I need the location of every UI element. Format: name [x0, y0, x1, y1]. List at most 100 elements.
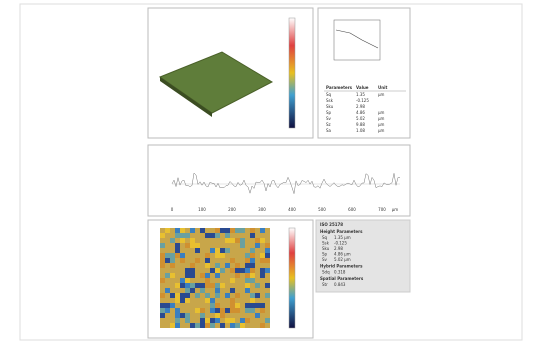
map-cell	[235, 298, 240, 303]
map-cell	[215, 248, 220, 253]
map-cell	[230, 258, 235, 263]
map-cell	[235, 293, 240, 298]
map-cell	[230, 243, 235, 248]
map-cell	[170, 253, 175, 258]
map-cell	[255, 283, 260, 288]
map-cell	[160, 278, 165, 283]
mini-chart	[333, 19, 381, 61]
map-cell	[170, 248, 175, 253]
iso-cell: Sq	[322, 235, 328, 240]
iso-cell: Str	[322, 282, 328, 287]
map-cell	[190, 283, 195, 288]
map-cell	[180, 303, 185, 308]
map-cell	[245, 268, 250, 273]
map-cell	[220, 268, 225, 273]
map-cell	[245, 253, 250, 258]
map-cell	[180, 253, 185, 258]
map-cell	[250, 258, 255, 263]
colorbar	[288, 227, 296, 329]
map-cell	[245, 308, 250, 313]
map-cell	[180, 258, 185, 263]
map-cell	[240, 273, 245, 278]
map-cell	[205, 263, 210, 268]
map-cell	[240, 318, 245, 323]
map-cell	[245, 318, 250, 323]
map-cell	[190, 323, 195, 328]
map-cell	[205, 278, 210, 283]
table-cell: µm	[378, 116, 385, 121]
map-cell	[160, 233, 165, 238]
map-cell	[170, 268, 175, 273]
map-cell	[185, 268, 190, 273]
map-cell	[165, 303, 170, 308]
map-cell	[215, 313, 220, 318]
map-cell	[195, 248, 200, 253]
map-cell	[200, 293, 205, 298]
map-cell	[225, 293, 230, 298]
table-cell: µm	[378, 110, 385, 115]
table-cell: 4.86	[356, 110, 365, 115]
map-cell	[200, 303, 205, 308]
table-cell: Sv	[326, 116, 332, 121]
map-cell	[215, 273, 220, 278]
map-cell	[240, 243, 245, 248]
section-heading: Height Parameters	[320, 229, 363, 234]
map-cell	[175, 288, 180, 293]
table-cell: 1.35	[356, 92, 365, 97]
map-cell	[230, 268, 235, 273]
map-cell	[210, 298, 215, 303]
map-cell	[220, 323, 225, 328]
map-cell	[195, 243, 200, 248]
map-cell	[235, 233, 240, 238]
section-heading: Spatial Parameters	[320, 276, 364, 281]
map-cell	[170, 238, 175, 243]
map-cell	[230, 288, 235, 293]
map-cell	[205, 288, 210, 293]
map-cell	[180, 313, 185, 318]
map-cell	[175, 308, 180, 313]
map-cell	[265, 268, 270, 273]
map-cell	[215, 293, 220, 298]
x-tick-label: 300	[258, 207, 266, 212]
map-cell	[255, 293, 260, 298]
map-cell	[180, 228, 185, 233]
map-cell	[175, 313, 180, 318]
map-cell	[205, 258, 210, 263]
map-cell	[180, 233, 185, 238]
map-cell	[265, 243, 270, 248]
map-cell	[200, 283, 205, 288]
map-cell	[215, 253, 220, 258]
map-cell	[240, 228, 245, 233]
map-cell	[190, 243, 195, 248]
map-cell	[175, 243, 180, 248]
x-tick-label: 100	[198, 207, 206, 212]
map-cell	[215, 283, 220, 288]
map-cell	[205, 283, 210, 288]
iso-cell: 0.318	[334, 270, 346, 275]
table-header: Unit	[378, 85, 387, 90]
map-cell	[260, 228, 265, 233]
iso-cell: 2.98	[334, 246, 343, 251]
map-cell	[205, 233, 210, 238]
table-cell: µm	[378, 122, 385, 127]
map-cell	[260, 258, 265, 263]
map-cell	[195, 323, 200, 328]
map-cell	[225, 233, 230, 238]
map-cell	[240, 303, 245, 308]
map-cell	[240, 313, 245, 318]
map-cell	[215, 263, 220, 268]
mini-curve	[335, 29, 379, 49]
table-header: Parameters	[326, 85, 353, 90]
x-tick-label: 400	[288, 207, 296, 212]
map-cell	[225, 238, 230, 243]
iso-cell: 0.843	[334, 282, 346, 287]
map-cell	[170, 323, 175, 328]
map-cell	[185, 318, 190, 323]
table-header: Value	[356, 85, 369, 90]
map-cell	[175, 253, 180, 258]
table-cell: 1.08	[356, 128, 365, 133]
map-cell	[160, 288, 165, 293]
map-cell	[175, 298, 180, 303]
map-cell	[170, 278, 175, 283]
map-cell	[185, 253, 190, 258]
